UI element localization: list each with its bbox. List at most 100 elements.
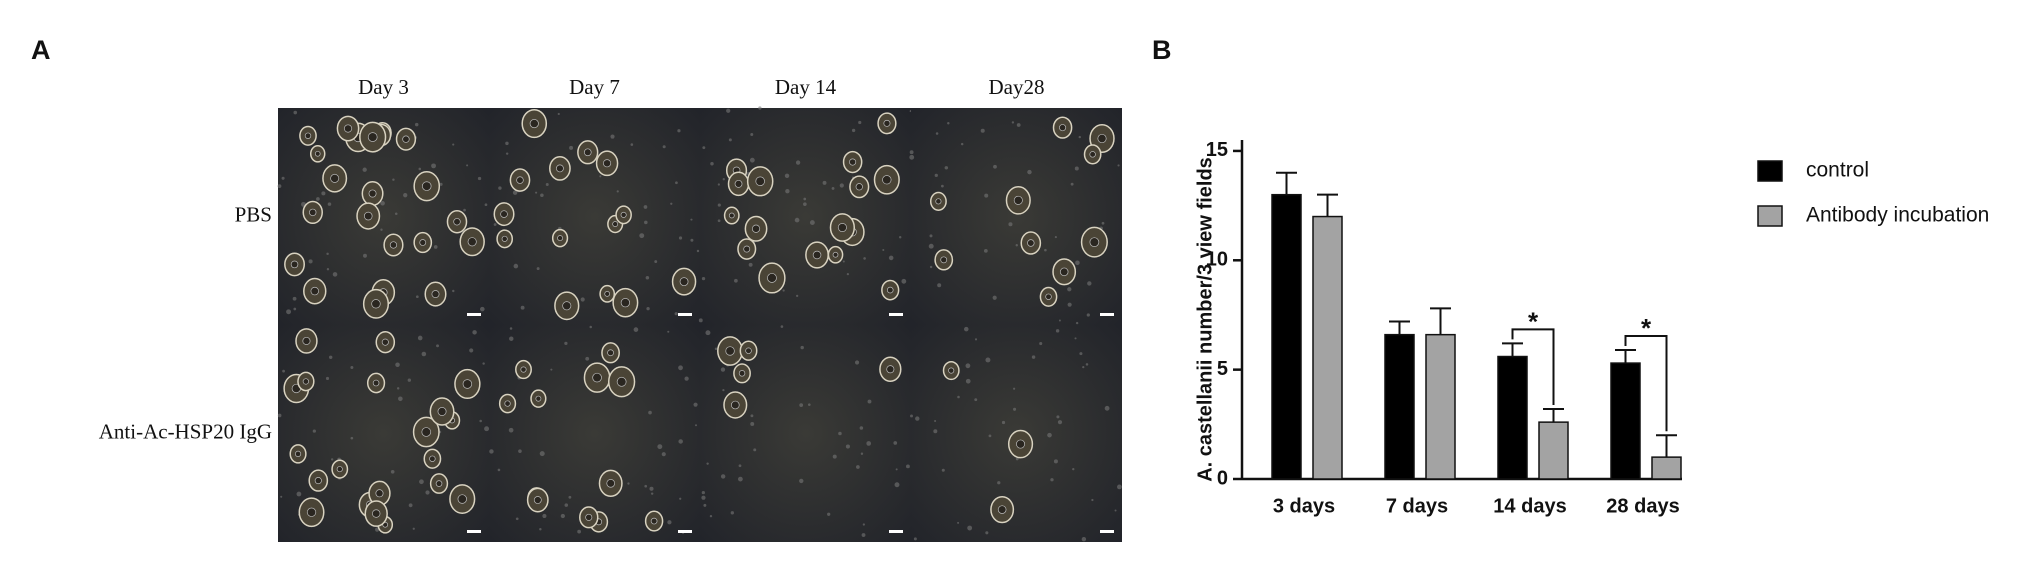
row-label: Anti-Ac-HSP20 IgG <box>99 419 272 443</box>
speck <box>610 134 615 139</box>
nucleus <box>556 164 564 173</box>
nucleus <box>1097 133 1107 144</box>
speck <box>540 193 544 198</box>
speck <box>934 173 938 178</box>
speck <box>985 357 991 363</box>
speck <box>277 413 282 418</box>
speck <box>678 365 683 371</box>
speck <box>983 248 988 253</box>
speck <box>505 141 509 146</box>
speck <box>675 181 678 185</box>
speck <box>974 398 978 402</box>
bar <box>1610 362 1641 480</box>
nucleus <box>743 245 751 253</box>
speck <box>433 245 438 249</box>
significance-label: * <box>1641 313 1652 343</box>
speck <box>648 410 652 415</box>
nucleus <box>1089 151 1096 158</box>
nucleus <box>302 378 310 385</box>
nucleus <box>372 379 380 387</box>
nucleus <box>557 235 564 242</box>
speck <box>749 157 755 163</box>
speck <box>577 529 581 534</box>
panel-label: B <box>1152 35 1172 65</box>
speck <box>350 366 354 370</box>
speck <box>536 267 540 271</box>
speck <box>894 482 900 488</box>
column-label: Day 3 <box>358 75 409 99</box>
error-bar <box>1543 408 1564 423</box>
nucleus <box>620 211 627 218</box>
nucleus <box>304 132 312 139</box>
nucleus <box>314 477 322 485</box>
y-tick-label: 15 <box>1206 139 1228 161</box>
speck <box>1078 135 1081 139</box>
speck <box>1085 363 1089 366</box>
nucleus <box>935 198 942 205</box>
speck <box>1058 319 1061 322</box>
speck <box>1067 287 1072 292</box>
speck <box>1087 281 1092 286</box>
speck <box>282 369 285 373</box>
nucleus <box>592 372 602 383</box>
nucleus <box>1045 293 1052 300</box>
speck <box>941 468 945 472</box>
speck <box>863 257 866 260</box>
speck <box>408 503 413 508</box>
nucleus <box>734 179 743 188</box>
speck <box>1074 337 1077 340</box>
speck <box>644 484 648 488</box>
speck <box>1075 321 1079 325</box>
nucleus <box>730 400 740 410</box>
nucleus <box>832 251 839 258</box>
speck <box>489 449 494 454</box>
scale-bar <box>889 313 903 316</box>
speck <box>396 387 400 390</box>
error-bar <box>1317 193 1338 217</box>
speck <box>901 278 907 284</box>
speck <box>678 236 683 240</box>
error-bar <box>1615 348 1636 364</box>
speck <box>498 186 502 190</box>
speck <box>738 464 742 468</box>
nucleus <box>585 513 593 521</box>
nucleus <box>306 507 317 517</box>
x-tick-label: 7 days <box>1386 495 1448 517</box>
speck <box>425 490 430 495</box>
speck <box>780 325 784 328</box>
speck <box>705 330 711 336</box>
nucleus <box>429 455 436 462</box>
speck <box>1027 169 1032 175</box>
speck <box>701 495 706 500</box>
bar <box>1271 193 1302 480</box>
speck <box>421 351 427 357</box>
speck <box>1074 166 1079 171</box>
speck <box>738 476 743 482</box>
speck <box>965 363 971 369</box>
speck <box>988 434 992 438</box>
speck <box>858 120 862 125</box>
nucleus <box>849 158 857 166</box>
nucleus <box>381 338 389 346</box>
speck <box>293 110 298 115</box>
speck <box>717 203 721 207</box>
speck <box>452 143 455 146</box>
speck <box>667 330 670 333</box>
speck <box>633 327 639 332</box>
speck <box>701 276 706 281</box>
speck <box>993 164 997 169</box>
speck <box>800 345 804 350</box>
speck <box>580 297 585 302</box>
column-label: Day 14 <box>775 75 837 99</box>
speck <box>720 474 726 479</box>
speck <box>882 248 885 252</box>
speck <box>941 184 944 188</box>
speck <box>392 178 395 181</box>
speck <box>748 262 753 267</box>
speck <box>520 305 525 310</box>
speck <box>325 376 330 381</box>
scale-bar <box>467 530 481 533</box>
speck <box>643 205 648 209</box>
nucleus <box>421 427 432 437</box>
speck <box>645 276 650 280</box>
